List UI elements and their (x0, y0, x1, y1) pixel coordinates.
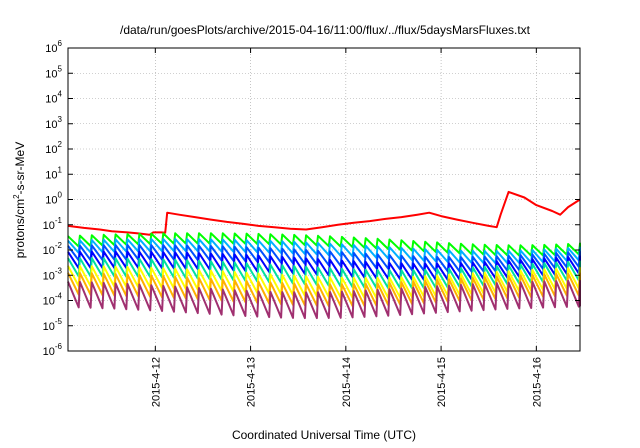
series-line (67, 279, 581, 320)
y-tick-label: 106 (45, 39, 62, 55)
y-tick-label: 10-4 (43, 292, 63, 308)
y-axis-label-sup: 2 (12, 194, 21, 199)
y-tick-label: 102 (45, 140, 62, 156)
y-tick-label-exponent: -2 (55, 241, 63, 250)
y-tick-label: 105 (45, 64, 62, 80)
y-tick-label: 10-6 (43, 342, 63, 358)
y-tick-label-exponent: 6 (58, 39, 63, 48)
y-tick-label-exponent: -4 (55, 292, 63, 301)
x-tick-label: 2015-4-12 (150, 357, 162, 407)
y-tick-label-base: 10 (45, 68, 57, 80)
series-line (67, 232, 581, 257)
y-tick-label-base: 10 (45, 144, 57, 156)
y-tick-label-exponent: -1 (55, 216, 63, 225)
y-tick-label: 10-2 (43, 241, 63, 257)
y-tick-label: 10-3 (43, 266, 63, 282)
x-tick-label: 2015-4-13 (246, 357, 258, 407)
y-tick-label-base: 10 (45, 43, 57, 55)
chart-title: /data/run/goesPlots/archive/2015-04-16/1… (120, 23, 531, 37)
y-tick-label-exponent: 1 (58, 165, 63, 174)
y-tick-label: 100 (45, 191, 62, 207)
y-tick-label-exponent: 5 (58, 64, 63, 73)
y-tick-label-base: 10 (43, 296, 55, 308)
y-tick-label-base: 10 (45, 94, 57, 106)
series-line (67, 244, 581, 273)
y-axis-label-prefix: protons/cm (13, 199, 27, 258)
y-tick-label: 10-5 (43, 317, 63, 333)
series-line (67, 190, 581, 236)
y-tick-label-exponent: -6 (55, 342, 63, 351)
series-group (67, 190, 581, 320)
y-axis-label-suffix: -s-sr-MeV (13, 142, 27, 195)
x-tick-label: 2015-4-15 (436, 357, 448, 407)
y-tick-label-exponent: -3 (55, 266, 63, 275)
y-tick-label-base: 10 (43, 245, 55, 257)
y-tick-label-exponent: 4 (58, 90, 63, 99)
y-tick-label-exponent: -5 (55, 317, 63, 326)
y-tick-label-base: 10 (43, 321, 55, 333)
y-tick-label: 104 (45, 90, 62, 106)
y-axis: 10-610-510-410-310-210-11001011021031041… (43, 39, 580, 358)
y-tick-label-base: 10 (45, 195, 57, 207)
y-tick-label-exponent: 0 (58, 191, 63, 200)
x-tick-label: 2015-4-14 (341, 357, 353, 407)
y-tick-label-base: 10 (43, 220, 55, 232)
y-tick-label: 101 (45, 165, 62, 181)
y-axis-label: protons/cm2-s-sr-MeV (12, 142, 27, 258)
y-tick-label-base: 10 (45, 119, 57, 131)
y-tick-label-base: 10 (45, 169, 57, 181)
series-line (67, 238, 581, 265)
y-tick-label-base: 10 (43, 270, 55, 282)
y-tick-label-exponent: 3 (58, 115, 63, 124)
y-tick-label-exponent: 2 (58, 140, 63, 149)
x-tick-label: 2015-4-16 (531, 357, 543, 407)
y-tick-label-base: 10 (43, 346, 55, 358)
y-tick-label: 103 (45, 115, 62, 131)
x-axis-label: Coordinated Universal Time (UTC) (232, 428, 416, 442)
x-axis: 2015-4-12 2015-4-13 2015-4-14 2015-4-15 2015… (150, 48, 543, 407)
y-tick-label: 10-1 (43, 216, 63, 232)
